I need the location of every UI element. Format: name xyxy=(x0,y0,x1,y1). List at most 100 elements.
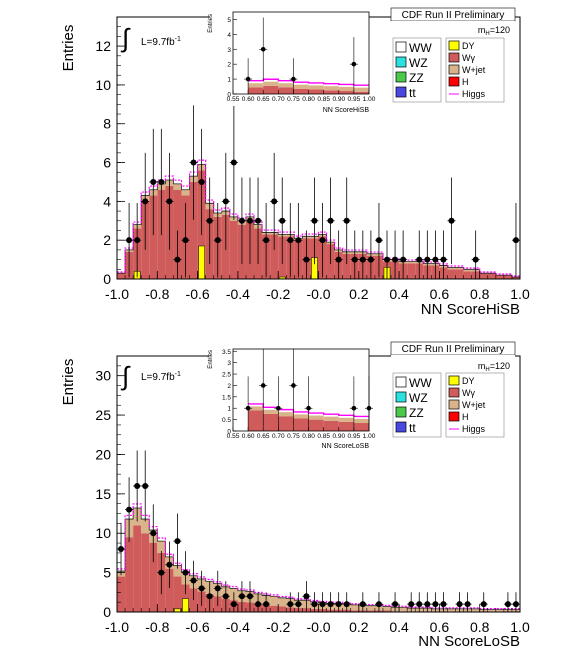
xtick-label-6: 0.2 xyxy=(349,286,369,302)
data-point-31 xyxy=(367,256,374,263)
lumi-text-bottom: L=9.7fb-1 xyxy=(141,371,181,383)
data-point-27 xyxy=(335,601,342,608)
data-point-6 xyxy=(166,198,173,205)
data-point-12 xyxy=(214,585,221,592)
inset-bar-wjet-0 xyxy=(248,406,264,411)
inset-ytick-label-2: 2 xyxy=(227,62,231,69)
ylabel-bottom: Entries xyxy=(60,359,77,406)
xtick-label-8: 0.6 xyxy=(430,286,450,302)
inset-bar-wjet-5 xyxy=(323,416,339,421)
data-point-39 xyxy=(432,601,439,608)
data-point-2 xyxy=(134,237,141,244)
data-point-13 xyxy=(222,593,229,600)
data-point-9 xyxy=(190,577,197,584)
legend-label-3: tt xyxy=(409,421,416,435)
bar-Wg-4 xyxy=(149,195,158,279)
data-point-6 xyxy=(166,561,173,568)
inset-bar-wjet-6 xyxy=(338,417,354,422)
data-point-5 xyxy=(158,178,165,185)
ytick-label-1: 2 xyxy=(103,232,111,248)
inset-bar-wjet-3 xyxy=(293,414,309,419)
data-point-1 xyxy=(126,506,133,513)
bar-W-jet-46 xyxy=(487,609,496,612)
legend-swatch-r-0 xyxy=(448,375,460,386)
bar-Wg-45 xyxy=(479,273,488,279)
data-point-39 xyxy=(432,256,439,263)
legend-bottom-right-group: DY Wγ W+jet H Higgs xyxy=(445,372,505,438)
data-point-37 xyxy=(416,601,423,608)
inset-data-point-4 xyxy=(306,405,311,411)
legend-swatch-r-1 xyxy=(448,52,460,63)
data-point-21 xyxy=(287,237,294,244)
data-point-21 xyxy=(287,601,294,608)
higgs-line xyxy=(117,159,520,277)
legend-label-r-4: Higgs xyxy=(462,424,486,434)
inset-data-point-0 xyxy=(245,405,251,411)
inset-data-point-3 xyxy=(351,61,357,67)
legend-swatch-tt xyxy=(395,421,407,433)
bar-Wg-1 xyxy=(125,537,134,612)
inset-bar-wjet-2 xyxy=(278,412,294,417)
bar-W-jet-47 xyxy=(495,609,504,612)
bar-W-jet-35 xyxy=(399,607,408,612)
bar-Wg-42 xyxy=(455,269,464,279)
data-point-24 xyxy=(311,217,318,224)
xlabel-top: NN ScoreHiSB xyxy=(421,301,520,318)
inset-bar-wjet-0 xyxy=(248,83,264,88)
inset-ylabel-top: Entries xyxy=(208,14,214,33)
inset-bar-wjet-2 xyxy=(278,83,294,88)
lumi-label-bottom: ∫ L=9.7fb-1 xyxy=(120,361,181,391)
inset-xtick-label-8: 0.95 xyxy=(348,433,361,440)
data-point-49 xyxy=(512,601,519,608)
title-top: CDF Run II Preliminary xyxy=(402,10,505,21)
bar-W-jet-36 xyxy=(407,261,416,264)
data-points-top xyxy=(125,105,520,279)
inset-bar-0 xyxy=(248,87,264,94)
legend-swatch-r-2 xyxy=(448,64,460,75)
inset-xtick-label-8: 0.95 xyxy=(348,96,361,103)
inset-xaxis-top: 0.55 0.60 0.65 0.70 0.75 0.80 0.85 0.90 0.95 1.00 xyxy=(227,90,376,103)
inset-xtick-label-5: 0.80 xyxy=(302,96,315,103)
xtick-label-8: 0.6 xyxy=(430,619,450,635)
xtick-label-4: -0.2 xyxy=(266,286,290,302)
xlabel-bottom: NN ScoreLoSB xyxy=(418,633,520,650)
inset-xtick-label-6: 0.85 xyxy=(317,96,330,103)
inset-yaxis-bottom: 0 0.5 1 1.5 2 2.5 3 3.5 xyxy=(222,349,237,436)
data-points-bottom xyxy=(117,450,520,612)
bar-Wg-31 xyxy=(366,610,375,612)
xtick-label-0: -1.0 xyxy=(105,619,129,635)
bar-Wg-0 xyxy=(117,273,126,279)
bar-Wg-20 xyxy=(278,606,287,612)
data-point-9 xyxy=(190,159,197,166)
inset-xtick-label-2: 0.65 xyxy=(257,96,270,103)
legend-label-r-1: Wγ xyxy=(462,53,475,63)
ytick-label-6: 30 xyxy=(95,368,111,384)
ytick-label-1: 5 xyxy=(103,565,111,581)
inset-bars-bottom xyxy=(248,403,369,431)
xtick-label-1: -0.8 xyxy=(145,286,169,302)
data-point-23 xyxy=(303,593,310,600)
data-point-26 xyxy=(327,601,334,608)
bar-DY-8 xyxy=(182,598,189,613)
inset-xtick-label-1: 0.60 xyxy=(242,433,255,440)
bar-W-jet-33 xyxy=(382,606,392,611)
data-point-32 xyxy=(375,237,382,244)
inset-xtick-label-9: 1.00 xyxy=(363,96,376,103)
inset-ytick-label-0: 0 xyxy=(227,92,231,99)
inset-bar-4 xyxy=(308,89,324,94)
data-point-32 xyxy=(375,601,382,608)
xtick-label-2: -0.6 xyxy=(186,286,210,302)
inset-points-top xyxy=(244,17,358,94)
data-point-48 xyxy=(504,601,511,608)
inset-ytick-label-7: 3.5 xyxy=(222,349,231,356)
bar-Wg-33 xyxy=(382,610,392,612)
legend-swatch-WW xyxy=(395,41,407,53)
legend-swatch-r-2 xyxy=(448,399,460,410)
data-point-30 xyxy=(359,601,366,608)
data-point-17 xyxy=(255,601,262,608)
data-point-30 xyxy=(359,256,366,263)
legend-label-2: ZZ xyxy=(409,71,424,85)
